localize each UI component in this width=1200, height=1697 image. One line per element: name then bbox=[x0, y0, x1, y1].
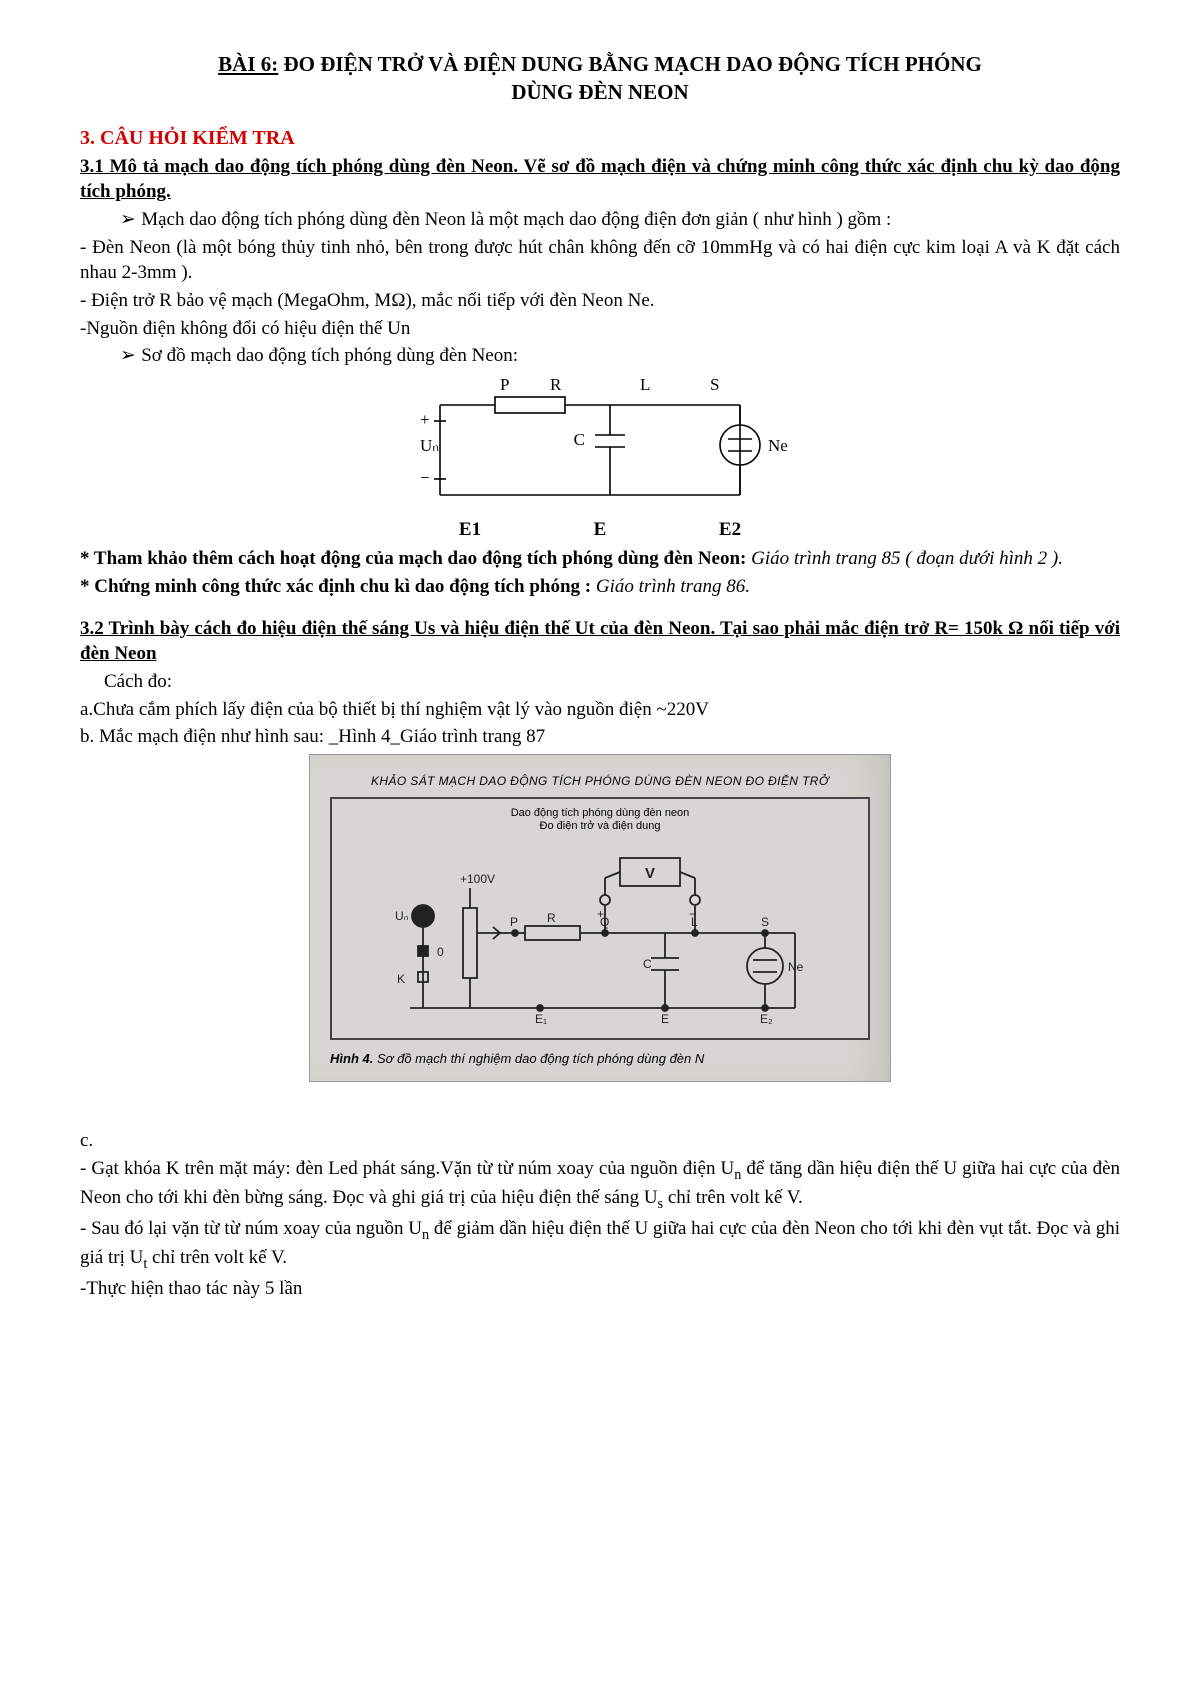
svg-text:R: R bbox=[547, 911, 556, 925]
circuit-1-bottom-labels: E1 E E2 bbox=[80, 517, 1120, 543]
svg-text:0: 0 bbox=[437, 945, 444, 959]
s32-b: b. Mắc mạch điện như hình sau: _Hình 4_G… bbox=[80, 724, 1120, 750]
s32-c-label: c. bbox=[80, 1128, 1120, 1154]
svg-text:R: R bbox=[550, 375, 562, 394]
circuit-diagram-1: P R L S C Ne + Uₙ − bbox=[400, 375, 800, 515]
fig4-panel: Dao động tích phóng dùng đèn neon Đo điệ… bbox=[330, 797, 870, 1039]
reference-1: * Tham khảo thêm cách hoạt động của mạch… bbox=[80, 546, 1120, 572]
svg-text:−: − bbox=[689, 907, 696, 921]
svg-text:C: C bbox=[643, 957, 652, 971]
svg-text:−: − bbox=[420, 468, 430, 487]
fig4-circuit-svg: +100V Uₙ 0 K P R Q L S C Ne V + − E₁ E E… bbox=[365, 838, 835, 1028]
s31-line-3: -Nguồn điện không đổi có hiệu điện thế U… bbox=[80, 316, 1120, 342]
subsection-3-2: 3.2 Trình bày cách đo hiệu điện thế sáng… bbox=[80, 616, 1120, 667]
fig4-panel-title: Dao động tích phóng dùng đèn neon Đo điệ… bbox=[342, 807, 858, 833]
svg-text:+: + bbox=[420, 410, 430, 429]
svg-text:L: L bbox=[640, 375, 650, 394]
s31-line-2: - Điện trở R bảo vệ mạch (MegaOhm, MΩ), … bbox=[80, 288, 1120, 314]
fig4-top-caption: KHẢO SÁT MẠCH DAO ĐỘNG TÍCH PHÓNG DÙNG Đ… bbox=[330, 773, 870, 789]
svg-text:S: S bbox=[710, 375, 719, 394]
s32-c-p1: - Gạt khóa K trên mặt máy: đèn Led phát … bbox=[80, 1156, 1120, 1214]
fig4-bottom-caption: Hình 4. Sơ đồ mạch thí nghiệm dao động t… bbox=[330, 1050, 870, 1068]
subsection-3-1-num: 3.1 bbox=[80, 156, 104, 177]
figure-4-photo: KHẢO SÁT MẠCH DAO ĐỘNG TÍCH PHÓNG DÙNG Đ… bbox=[309, 754, 891, 1082]
subsection-3-1-text: Mô tả mạch dao động tích phóng dùng đèn … bbox=[80, 156, 1120, 203]
svg-text:V: V bbox=[645, 865, 655, 882]
s32-a: a.Chưa cắm phích lấy điện của bộ thiết b… bbox=[80, 697, 1120, 723]
s32-c-p2: - Sau đó lại vặn từ từ núm xoay của nguồ… bbox=[80, 1216, 1120, 1274]
s31-line-1: - Đèn Neon (là một bóng thủy tinh nhỏ, b… bbox=[80, 235, 1120, 286]
reference-2: * Chứng minh công thức xác định chu kì d… bbox=[80, 574, 1120, 600]
title-line2: DÙNG ĐÈN NEON bbox=[511, 80, 688, 104]
document-title: BÀI 6: ĐO ĐIỆN TRỞ VÀ ĐIỆN DUNG BẰNG MẠC… bbox=[80, 50, 1120, 107]
section-3-heading: 3. CÂU HỎI KIỂM TRA bbox=[80, 125, 1120, 152]
svg-text:E₂: E₂ bbox=[760, 1012, 773, 1026]
svg-text:+: + bbox=[597, 907, 604, 921]
svg-text:E₁: E₁ bbox=[535, 1012, 547, 1026]
svg-text:Ne: Ne bbox=[768, 436, 788, 455]
title-line1: ĐO ĐIỆN TRỞ VÀ ĐIỆN DUNG BẰNG MẠCH DAO Đ… bbox=[278, 52, 982, 76]
svg-text:Ne: Ne bbox=[788, 960, 804, 974]
svg-text:C: C bbox=[574, 430, 585, 449]
title-prefix: BÀI 6: bbox=[218, 52, 278, 76]
s32-c-p3: -Thực hiện thao tác này 5 lần bbox=[80, 1276, 1120, 1302]
svg-text:K: K bbox=[397, 972, 405, 986]
svg-text:P: P bbox=[510, 915, 518, 929]
s32-cachdo: Cách đo: bbox=[80, 669, 1120, 695]
svg-text:Uₙ: Uₙ bbox=[395, 909, 409, 923]
subsection-3-1: 3.1 Mô tả mạch dao động tích phóng dùng … bbox=[80, 154, 1120, 205]
s31-bullet-1: Mạch dao động tích phóng dùng đèn Neon l… bbox=[80, 207, 1120, 233]
svg-text:E: E bbox=[661, 1012, 669, 1026]
svg-text:S: S bbox=[761, 915, 769, 929]
svg-text:P: P bbox=[500, 375, 509, 394]
svg-text:Uₙ: Uₙ bbox=[420, 436, 439, 455]
svg-text:+100V: +100V bbox=[460, 872, 495, 886]
s31-bullet-2: Sơ đồ mạch dao động tích phóng dùng đèn … bbox=[80, 343, 1120, 369]
